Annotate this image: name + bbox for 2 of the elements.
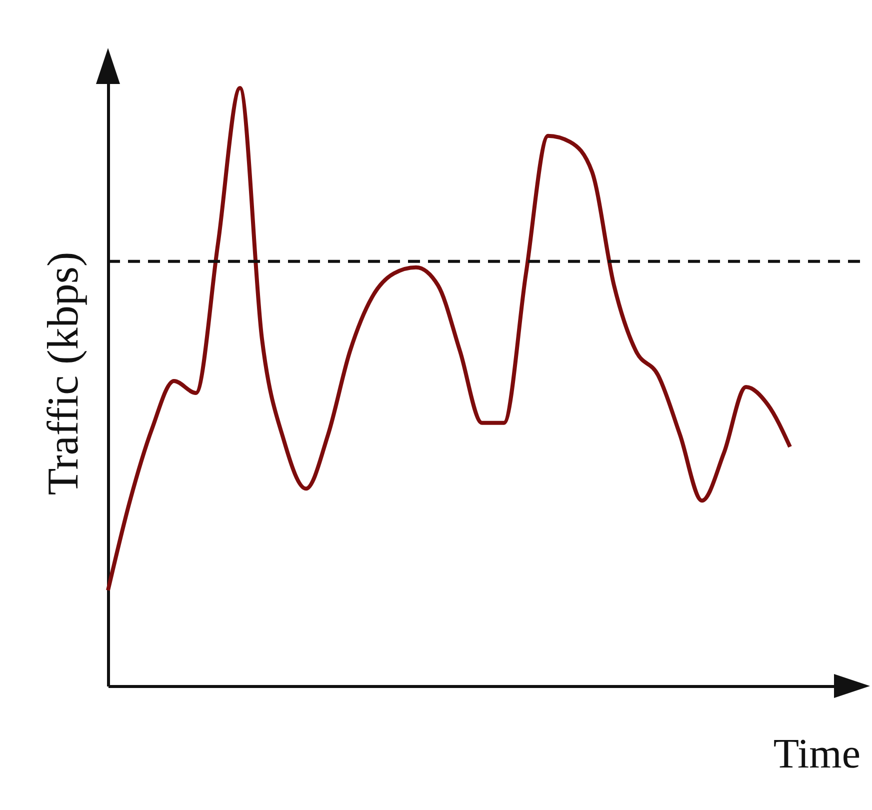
y-axis-title: Traffic (kbps) (38, 252, 88, 496)
x-axis-title: Time (773, 732, 860, 778)
